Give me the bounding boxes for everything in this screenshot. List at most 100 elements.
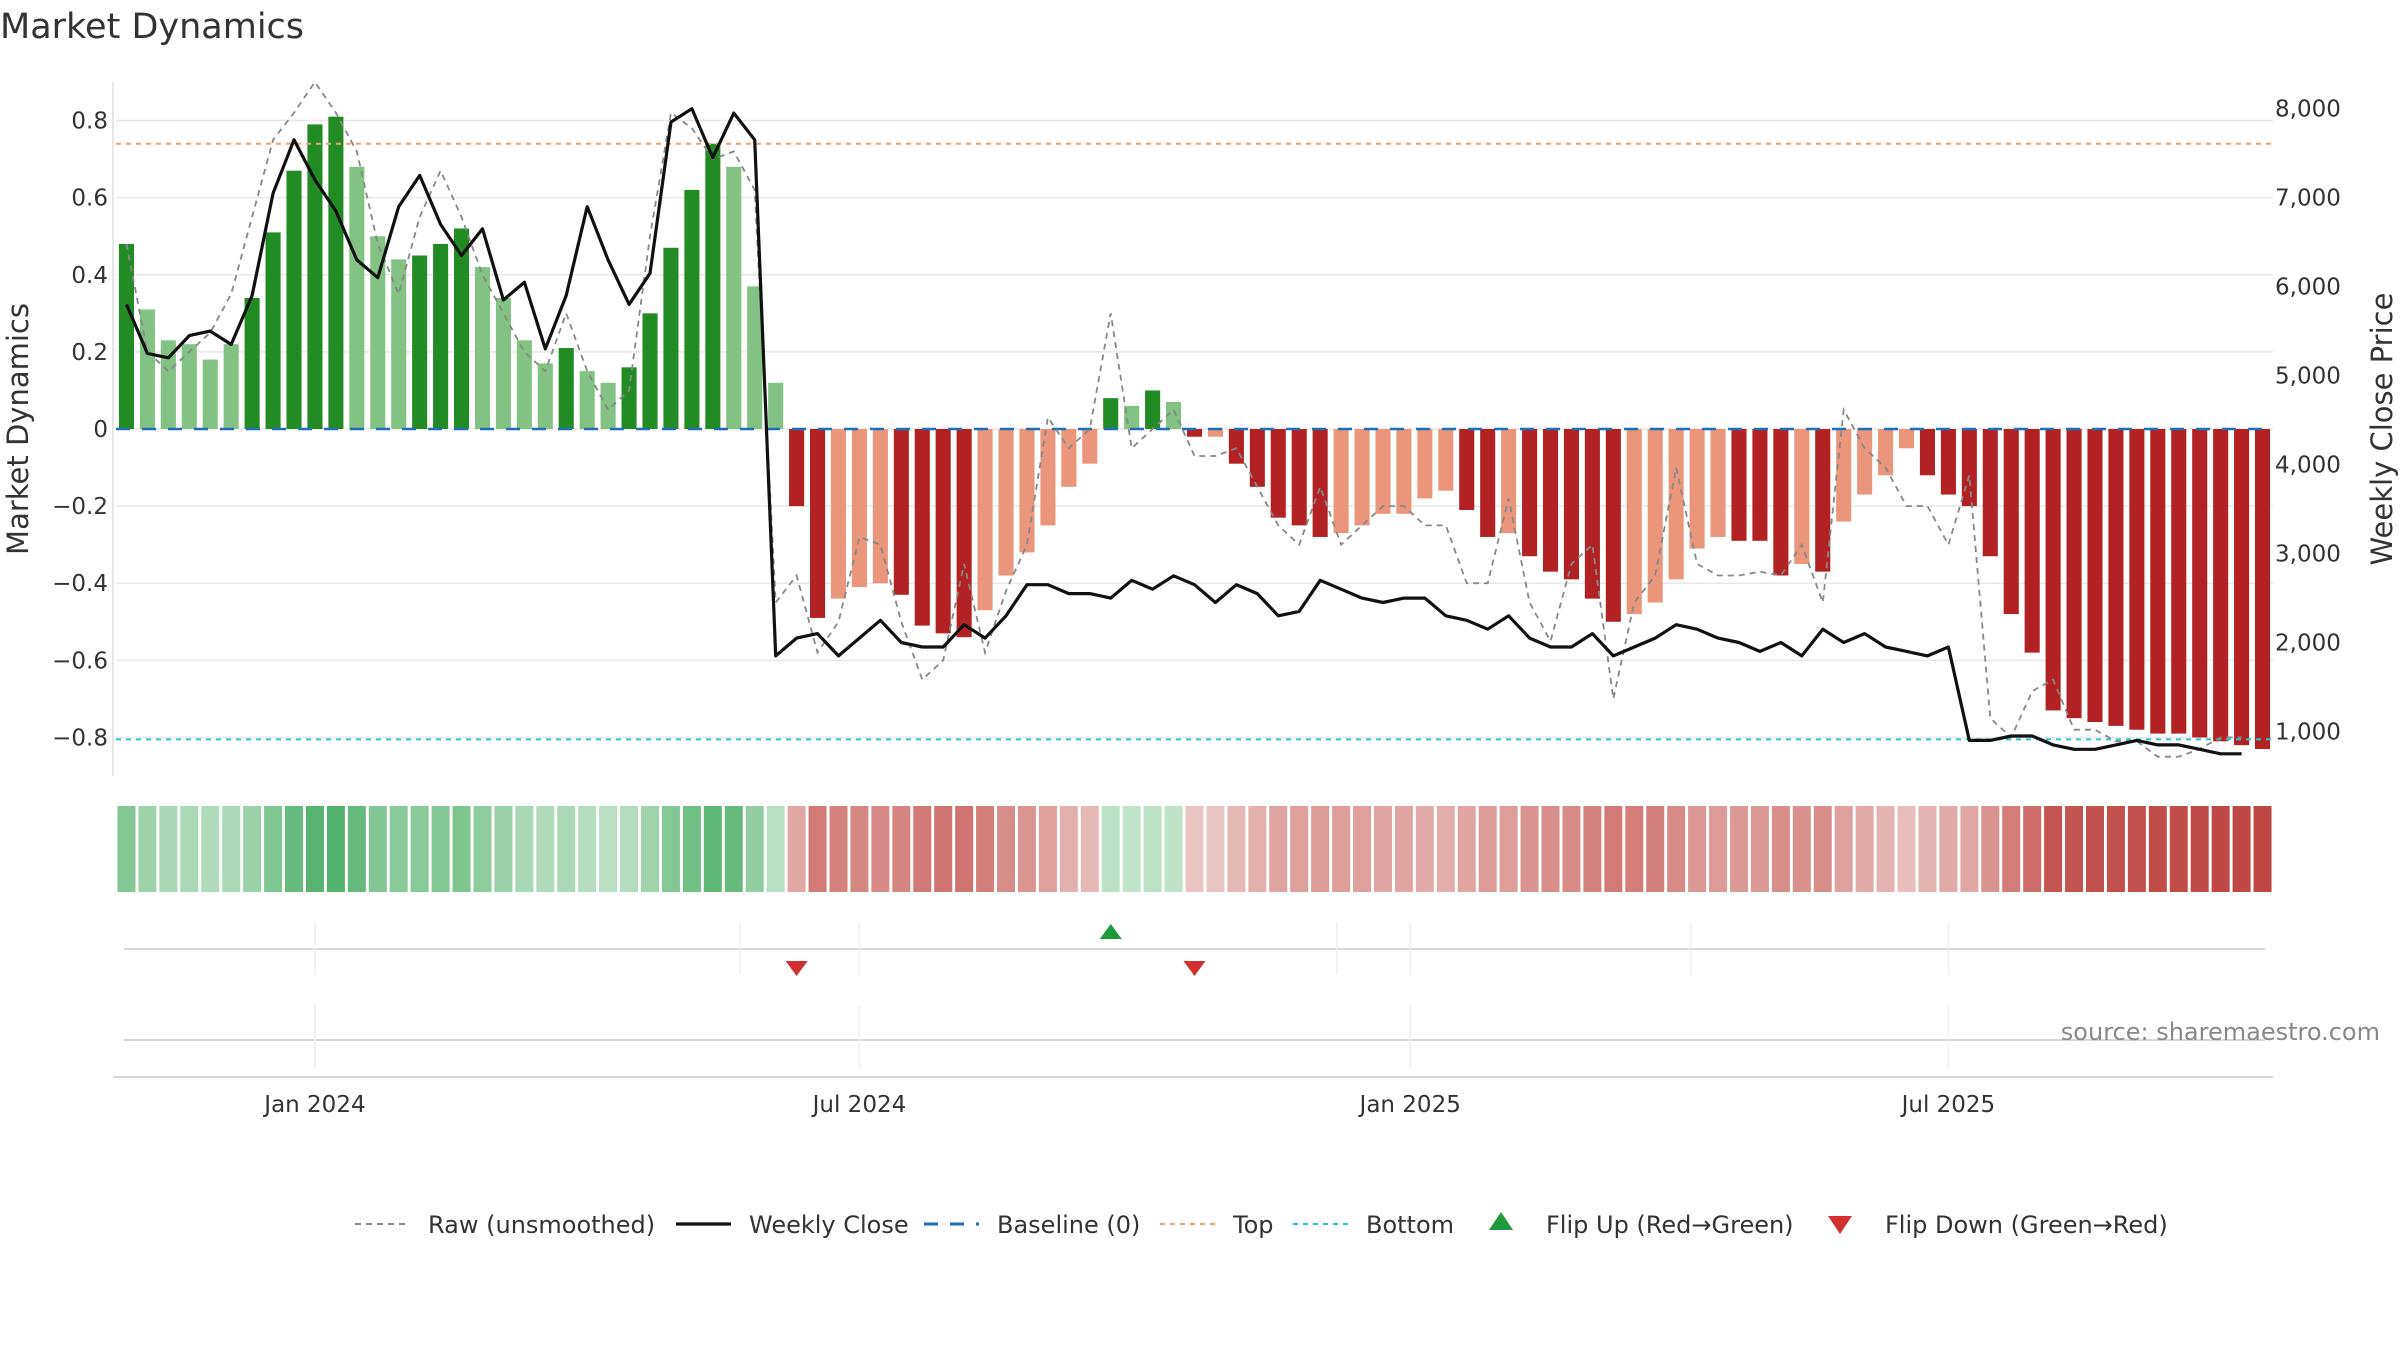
heat-cell (264, 806, 283, 892)
x-tick-label: Jan 2025 (1358, 1092, 1461, 1118)
heat-cell (1667, 806, 1686, 892)
momentum-bar (998, 429, 1014, 576)
legend-label: Weekly Close (749, 1211, 909, 1239)
momentum-bar (307, 124, 323, 430)
momentum-bar (1668, 429, 1684, 580)
heat-cell (201, 806, 220, 892)
momentum-bar (977, 429, 993, 611)
heat-cell (2085, 806, 2105, 892)
heat-cell (976, 806, 995, 892)
momentum-bar (663, 247, 679, 429)
momentum-bar (1563, 429, 1579, 580)
momentum-bar (1312, 429, 1328, 537)
heat-cell (1227, 806, 1246, 892)
heat-cell (766, 806, 785, 892)
heat-cell (641, 806, 660, 892)
heat-cell (1101, 806, 1120, 892)
heat-cell (620, 806, 639, 892)
heat-cell (2023, 806, 2042, 892)
momentum-bar (2024, 429, 2040, 653)
heat-cell (661, 806, 680, 892)
momentum-bar (1291, 429, 1307, 526)
momentum-bar (139, 309, 155, 429)
heat-cell (1876, 806, 1895, 892)
momentum-bar (1605, 429, 1621, 622)
momentum-bar (1919, 429, 1936, 476)
heat-cell (1059, 806, 1078, 892)
source-label: source: sharemaestro.com (2061, 1018, 2380, 1046)
momentum-bar (2150, 429, 2166, 734)
y2-tick-label: 7,000 (2275, 186, 2341, 212)
heat-cell (1122, 806, 1141, 892)
heat-cell (2232, 806, 2251, 892)
heat-cell (1373, 806, 1392, 892)
y-axis-title: Market Dynamics (1, 303, 35, 555)
x-tick-label: Jan 2024 (262, 1092, 365, 1118)
heat-cell (222, 806, 241, 892)
heat-cell (1332, 806, 1351, 892)
heat-cell (1813, 806, 1832, 892)
momentum-bar (2066, 429, 2082, 719)
momentum-bar (537, 363, 553, 429)
legend-label: Bottom (1366, 1211, 1454, 1239)
heat-cell (117, 806, 136, 892)
y2-tick-label: 1,000 (2275, 720, 2341, 746)
heat-cell (955, 806, 974, 892)
momentum-bar (1878, 429, 1894, 476)
heat-cell (1960, 806, 1979, 892)
heat-cell (557, 806, 576, 892)
y-tick-label: 0.8 (71, 109, 108, 135)
momentum-heat-strip (117, 806, 2272, 892)
momentum-bar (328, 116, 344, 429)
momentum-bar (1982, 429, 1998, 557)
momentum-bar (160, 340, 176, 429)
y-tick-label: −0.2 (52, 494, 108, 520)
momentum-bar (789, 429, 805, 507)
momentum-bar (1626, 429, 1642, 615)
momentum-bar (1710, 429, 1726, 537)
heat-cell (1017, 806, 1036, 892)
heat-cell (1457, 806, 1476, 892)
x-tick-label: Jul 2025 (1900, 1092, 1996, 1118)
heat-cell (138, 806, 157, 892)
y-tick-label: −0.4 (52, 571, 108, 597)
heat-cell (1981, 806, 2000, 892)
momentum-bar (2129, 429, 2145, 730)
heat-cell (1834, 806, 1853, 892)
heat-cell (2148, 806, 2167, 892)
momentum-bar (1396, 429, 1412, 514)
momentum-bar (1040, 429, 1056, 526)
heat-cell (2253, 806, 2272, 892)
momentum-bar (558, 348, 574, 429)
heat-cell (1520, 806, 1539, 892)
main-panel: 0.8 0.6 0.4 0.2 0 −0.2 −0.4 −0.6 −0.8 8,000 7,000 6… (1, 80, 2399, 776)
heat-cell (1604, 806, 1623, 892)
momentum-bar (893, 429, 909, 595)
heat-cell (431, 806, 450, 892)
heat-cell (473, 806, 492, 892)
momentum-bar (370, 236, 386, 429)
weekly-close-line (125, 107, 2242, 756)
momentum-bar (1584, 429, 1600, 599)
heat-cell (1248, 806, 1267, 892)
momentum-bar (223, 344, 239, 429)
legend-label: Flip Down (Green→Red) (1885, 1211, 2168, 1239)
heat-cell (1353, 806, 1372, 892)
momentum-bar (1501, 429, 1517, 534)
momentum-bar (1061, 429, 1077, 487)
date-axis-panel: Jan 2024 Jul 2024 Jan 2025 Jul 2025 (113, 1005, 2273, 1118)
heat-cell (494, 806, 513, 892)
momentum-bar (747, 286, 763, 429)
legend-label: Raw (unsmoothed) (428, 1211, 655, 1239)
heat-cell (913, 806, 932, 892)
heat-cell (1499, 806, 1518, 892)
momentum-bar (1082, 429, 1098, 464)
momentum-bar (1647, 429, 1663, 603)
heat-cell (934, 806, 953, 892)
heat-cell (368, 806, 387, 892)
momentum-bar (872, 429, 888, 584)
momentum-bar (1459, 429, 1475, 510)
heat-cell (1729, 806, 1748, 892)
heat-cell (703, 806, 722, 892)
